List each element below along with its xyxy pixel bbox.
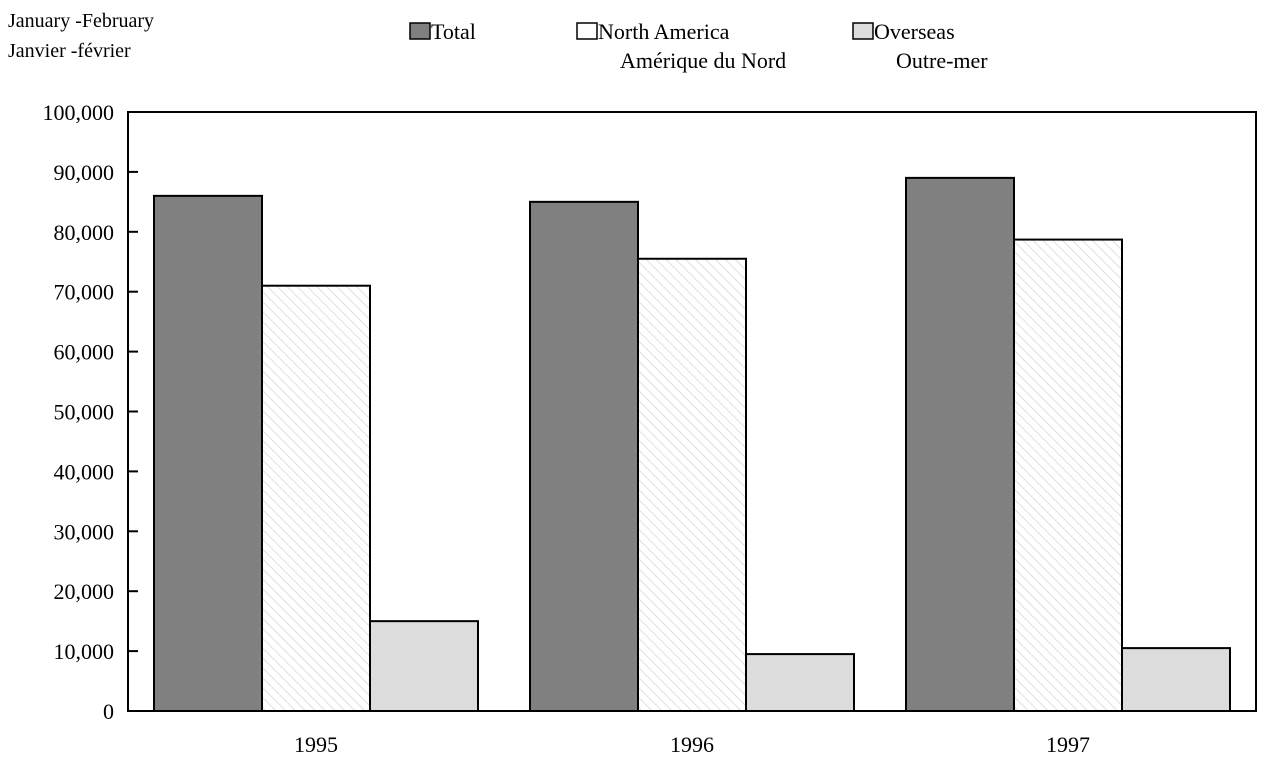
legend-label: North America [598, 19, 730, 44]
legend-label-fr: Outre-mer [896, 48, 988, 73]
y-tick-label: 70,000 [54, 280, 115, 305]
legend-label: Total [431, 19, 476, 44]
bar-total-1996 [529, 200, 639, 712]
legend-swatch-total [409, 22, 431, 40]
legend-swatch-north-america [576, 22, 598, 40]
bar-overseas-1997 [1121, 647, 1231, 712]
period-label-fr: Janvier -février [8, 40, 131, 62]
y-tick-label: 80,000 [54, 220, 115, 245]
bar-north-america-1997 [1013, 238, 1123, 712]
y-tick-label: 60,000 [54, 340, 115, 365]
bar-north-america-1996 [637, 257, 747, 712]
y-tick-label: 100,000 [43, 100, 115, 125]
bar-total-1997 [905, 176, 1015, 712]
y-tick-label: 50,000 [54, 400, 115, 425]
y-tick-label: 0 [103, 699, 114, 724]
period-label-en: January -February [8, 10, 154, 32]
y-tick-label: 90,000 [54, 160, 115, 185]
legend-label: Overseas [874, 19, 955, 44]
bars-group [153, 176, 1231, 713]
legend: Total North America Amérique du Nord Overse… [409, 19, 988, 73]
y-tick-label: 40,000 [54, 459, 115, 484]
y-tick-label: 30,000 [54, 519, 115, 544]
axes-group: 0 10,000 20,000 30,000 40,000 50,000 60,000 70,… [43, 100, 1257, 757]
bar-north-america-1995 [261, 284, 371, 712]
x-tick-label: 1996 [670, 732, 714, 757]
bar-overseas-1996 [745, 653, 855, 712]
x-tick-label: 1997 [1046, 732, 1090, 757]
legend-label-fr: Amérique du Nord [620, 48, 786, 73]
legend-swatch-overseas [852, 22, 874, 40]
x-tick-label: 1995 [294, 732, 338, 757]
y-tick-label: 20,000 [54, 579, 115, 604]
bar-total-1995 [153, 194, 263, 713]
y-tick-label: 10,000 [54, 639, 115, 664]
bar-overseas-1995 [369, 620, 479, 713]
